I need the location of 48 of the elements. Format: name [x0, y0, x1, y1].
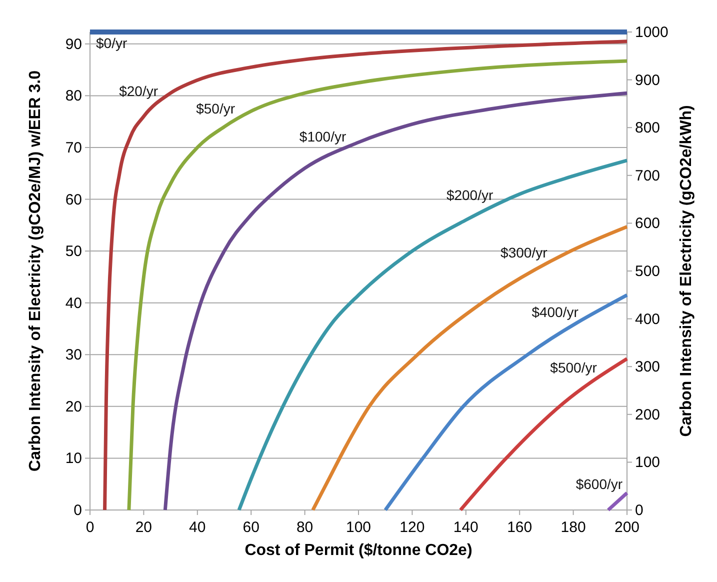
y-tick-label: 60 — [65, 191, 82, 208]
y2-tick-label: 100 — [635, 454, 660, 472]
x-tick-label: 20 — [135, 519, 152, 536]
y2-tick-label: 200 — [635, 406, 660, 424]
y2-tick-label: 300 — [635, 358, 660, 376]
y2-tick-label: 0 — [635, 502, 644, 519]
series-label: $20/yr — [119, 83, 158, 100]
y2-tick-label: 800 — [635, 120, 660, 137]
series-label: $600/yr — [576, 476, 623, 492]
y-tick-label: 0 — [74, 502, 82, 519]
y-tick-label: 80 — [65, 88, 82, 105]
series-label: $200/yr — [446, 186, 494, 203]
x-tick-label: 160 — [507, 519, 532, 536]
y-axis-title: Carbon Intensity of Electricity (gCO2e/MJ) w/EER 3.0 — [27, 70, 44, 472]
x-axis-title: Cost of Permit ($/tonne CO2e) — [244, 542, 472, 559]
x-tick-label: 100 — [346, 519, 372, 536]
series-label: $50/yr — [196, 100, 236, 116]
y2-axis-title: Carbon Intensity of Electricity (gCO2e/kWh) — [678, 105, 695, 437]
y-tick-label: 20 — [65, 398, 82, 416]
y2-tick-label: 1000 — [635, 24, 668, 41]
line-series — [237, 158, 629, 512]
series-label: $100/yr — [299, 128, 346, 144]
series-label: $500/yr — [550, 359, 598, 376]
y-tick-label: 40 — [65, 294, 82, 312]
y2-tick-label: 700 — [635, 167, 660, 184]
y2-tick-label: 400 — [635, 310, 660, 328]
x-tick-label: 120 — [400, 519, 425, 536]
x-tick-label: 0 — [86, 519, 94, 536]
y2-tick-label: 600 — [635, 215, 660, 232]
x-tick-label: 40 — [189, 519, 206, 536]
y-tick-label: 50 — [65, 243, 82, 260]
y-tick-label: 90 — [65, 36, 82, 53]
series-label: $400/yr — [532, 304, 579, 320]
x-tick-label: 200 — [614, 519, 640, 536]
y-tick-label: 30 — [65, 346, 82, 364]
x-tick-label: 180 — [560, 519, 586, 536]
line-series — [458, 357, 629, 512]
line-series — [311, 224, 629, 512]
y-tick-label: 70 — [65, 139, 82, 156]
y2-tick-label: 900 — [635, 72, 660, 89]
series-label: $300/yr — [500, 244, 548, 261]
x-tick-label: 80 — [296, 519, 314, 536]
line-series — [384, 293, 629, 512]
x-tick-label: 140 — [453, 519, 478, 536]
y2-tick-label: 500 — [635, 263, 660, 280]
series-label: $0/yr — [96, 35, 128, 51]
y-tick-label: 10 — [65, 450, 82, 468]
x-tick-label: 60 — [242, 519, 260, 536]
